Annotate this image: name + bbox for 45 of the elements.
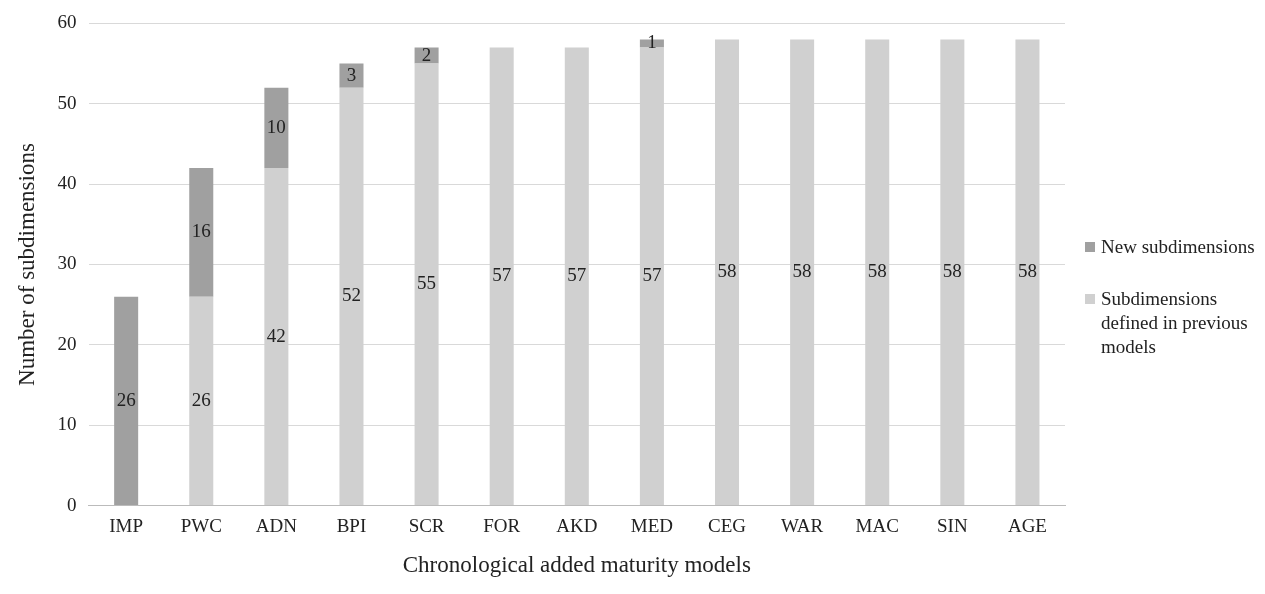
x-tick-label: BPI	[336, 514, 367, 536]
data-label: 26	[191, 388, 211, 410]
data-label: 26	[116, 388, 136, 410]
data-label: 58	[867, 260, 887, 282]
x-tick-label: IMP	[109, 514, 144, 536]
x-tick-label: SCR	[408, 514, 445, 536]
y-tick-label: 50	[57, 91, 77, 113]
x-tick-label: ADN	[255, 514, 298, 536]
data-label: 58	[717, 260, 737, 282]
x-tick-label: WAR	[781, 514, 824, 536]
data-label: 2	[421, 43, 432, 65]
y-axis-title: Number of subdimensions	[13, 143, 39, 386]
data-label: 16	[191, 220, 211, 242]
bar	[189, 168, 214, 297]
data-label: 57	[642, 264, 662, 286]
x-tick-label: PWC	[180, 514, 222, 536]
data-label: 42	[266, 324, 286, 346]
data-label: 58	[792, 260, 812, 282]
y-tick-label: 20	[57, 332, 77, 354]
data-label: 10	[266, 115, 286, 137]
y-tick-label: 60	[57, 11, 77, 33]
bar	[114, 296, 139, 506]
data-label: 3	[346, 63, 357, 85]
y-tick-label: 10	[57, 413, 77, 435]
data-label: 57	[492, 264, 512, 286]
data-label: 58	[1017, 260, 1037, 282]
legend-label: New subdimensions	[1101, 235, 1255, 259]
bar	[264, 87, 289, 169]
y-tick-label: 40	[57, 172, 77, 194]
y-tick-label: 0	[67, 493, 77, 515]
x-axis-title: Chronological added maturity models	[402, 552, 751, 578]
x-tick-label: AKD	[556, 514, 598, 536]
bar	[339, 63, 364, 88]
y-tick-label: 30	[57, 252, 77, 274]
x-tick-label: MAC	[855, 514, 899, 536]
x-tick-label: AGE	[1007, 514, 1047, 536]
legend-label: Subdimensions defined in previous models	[1101, 287, 1249, 359]
data-label: 55	[417, 272, 437, 294]
x-tick-label: SIN	[937, 514, 968, 536]
x-tick-label: CEG	[708, 514, 747, 536]
data-label: 57	[567, 264, 587, 286]
x-tick-label: MED	[630, 514, 674, 536]
x-tick-label: FOR	[483, 514, 521, 536]
data-label: 58	[942, 260, 962, 282]
data-label: 52	[341, 284, 361, 306]
